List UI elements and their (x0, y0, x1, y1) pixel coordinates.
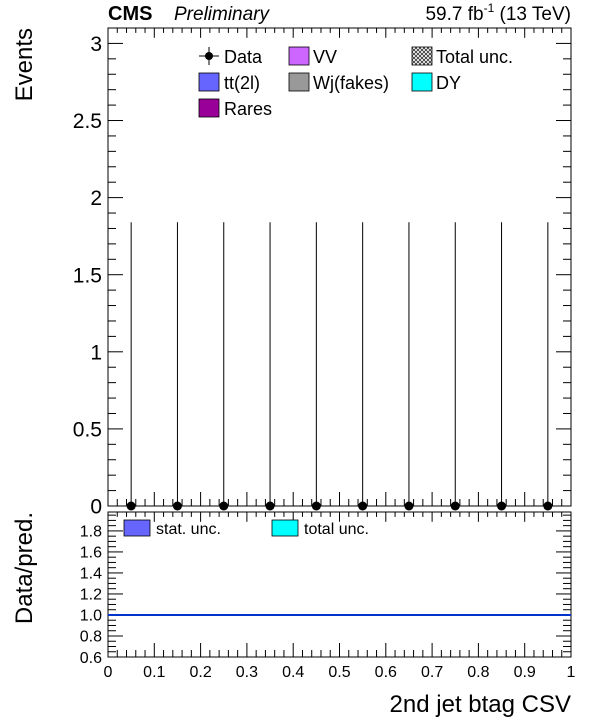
data-point (450, 501, 460, 511)
cms-label: CMS (108, 3, 152, 25)
y-tick-label: 1 (90, 341, 102, 364)
legend-item-total-unc-ratio: total unc. (271, 519, 369, 538)
y-tick-label: 1.4 (80, 566, 102, 583)
legend-label-ttbar: tt(2l) (224, 73, 260, 93)
legend-label-total-unc: Total unc. (436, 47, 513, 67)
legend-swatch-total-unc-ratio (271, 519, 299, 537)
data-point (172, 501, 182, 511)
data-point (543, 501, 553, 511)
x-tick-label: 0.1 (143, 664, 165, 681)
main-ylabel: Events (11, 28, 38, 101)
legend-label-total-unc-ratio: total unc. (304, 521, 369, 538)
legend-label-dy: DY (436, 73, 461, 93)
legend-label-rares: Rares (224, 99, 272, 119)
legend-data-marker (205, 52, 213, 60)
ratio-legend: stat. unc. total unc. (123, 519, 369, 538)
y-tick-label: 1.5 (73, 264, 102, 287)
y-tick-label: 1.8 (80, 524, 102, 541)
legend-item-wjets: Wj(fakes) (288, 72, 389, 93)
legend-item-data: Data (199, 47, 263, 67)
energy-label: (13 TeV) (494, 4, 571, 25)
legend-swatch-rares (198, 98, 220, 118)
preliminary-label: Preliminary (174, 4, 271, 25)
main-xaxis-ticks (107, 28, 572, 506)
y-tick-label: 0.5 (73, 418, 102, 441)
x-axis-label: 2nd jet btag CSV (390, 691, 571, 718)
ratio-ylabel: Data/pred. (11, 512, 38, 624)
x-tick-label: 0.2 (189, 664, 211, 681)
x-tick-label: 0.6 (375, 664, 397, 681)
legend-swatch-ttbar (198, 72, 220, 92)
lumi-exponent: -1 (484, 1, 495, 15)
data-point (265, 501, 275, 511)
data-point (311, 501, 321, 511)
data-point (126, 501, 136, 511)
main-panel: 0 0.5 1 1.5 2 2.5 3 Events Data VV Total unc. (11, 27, 572, 519)
legend-label-data: Data (224, 47, 263, 67)
y-tick-label: 0.6 (80, 650, 102, 667)
data-series (126, 222, 553, 511)
x-tick-label: 1 (567, 664, 576, 681)
x-tick-label: 0 (104, 664, 113, 681)
legend-item-total-unc: Total unc. (411, 46, 513, 67)
data-point (358, 501, 368, 511)
legend-item-ttbar: tt(2l) (198, 72, 260, 93)
y-tick-label: 2 (90, 187, 102, 210)
data-point (219, 501, 229, 511)
data-point (404, 501, 414, 511)
legend-label-stat-unc: stat. unc. (156, 521, 221, 538)
legend-swatch-vv (288, 46, 310, 66)
legend-label-vv: VV (313, 47, 337, 67)
legend-item-dy: DY (411, 72, 461, 93)
ratio-panel: 0.6 0.8 1.0 1.2 1.4 1.6 1.8 0 0.1 0.2 0.3 0.4 0.5 0.… (11, 511, 576, 718)
legend-item-vv: VV (288, 46, 337, 67)
legend-label-wjets: Wj(fakes) (313, 73, 389, 93)
x-tick-label: 0.9 (514, 664, 536, 681)
x-tick-label: 0.7 (421, 664, 443, 681)
y-tick-label: 2.5 (73, 110, 102, 133)
y-tick-label: 1.0 (80, 608, 102, 625)
x-tick-label: 0.5 (328, 664, 350, 681)
x-tick-label: 0.4 (282, 664, 304, 681)
ratio-xaxis: 0 0.1 0.2 0.3 0.4 0.5 0.6 0.7 0.8 0.9 1 (104, 512, 576, 681)
legend-swatch-total-unc (411, 46, 433, 66)
main-legend: Data VV Total unc. tt(2l) Wj(fakes) DY (198, 46, 513, 119)
y-tick-label: 0 (90, 496, 102, 519)
x-tick-label: 0.8 (467, 664, 489, 681)
y-tick-label: 1.6 (80, 545, 102, 562)
legend-swatch-wjets (288, 72, 310, 92)
data-point (497, 501, 507, 511)
legend-item-rares: Rares (198, 98, 272, 119)
y-tick-label: 3 (90, 33, 102, 56)
y-tick-label: 1.2 (80, 587, 102, 604)
lumi-label: 59.7 fb-1 (13 TeV) (425, 1, 571, 25)
y-tick-label: 0.8 (80, 629, 102, 646)
legend-swatch-dy (411, 72, 433, 92)
legend-swatch-stat-unc (123, 519, 151, 537)
legend-item-stat-unc: stat. unc. (123, 519, 221, 538)
lumi-value: 59.7 fb (425, 4, 483, 25)
x-tick-label: 0.3 (236, 664, 258, 681)
main-yaxis: 0 0.5 1 1.5 2 2.5 3 (73, 27, 571, 519)
